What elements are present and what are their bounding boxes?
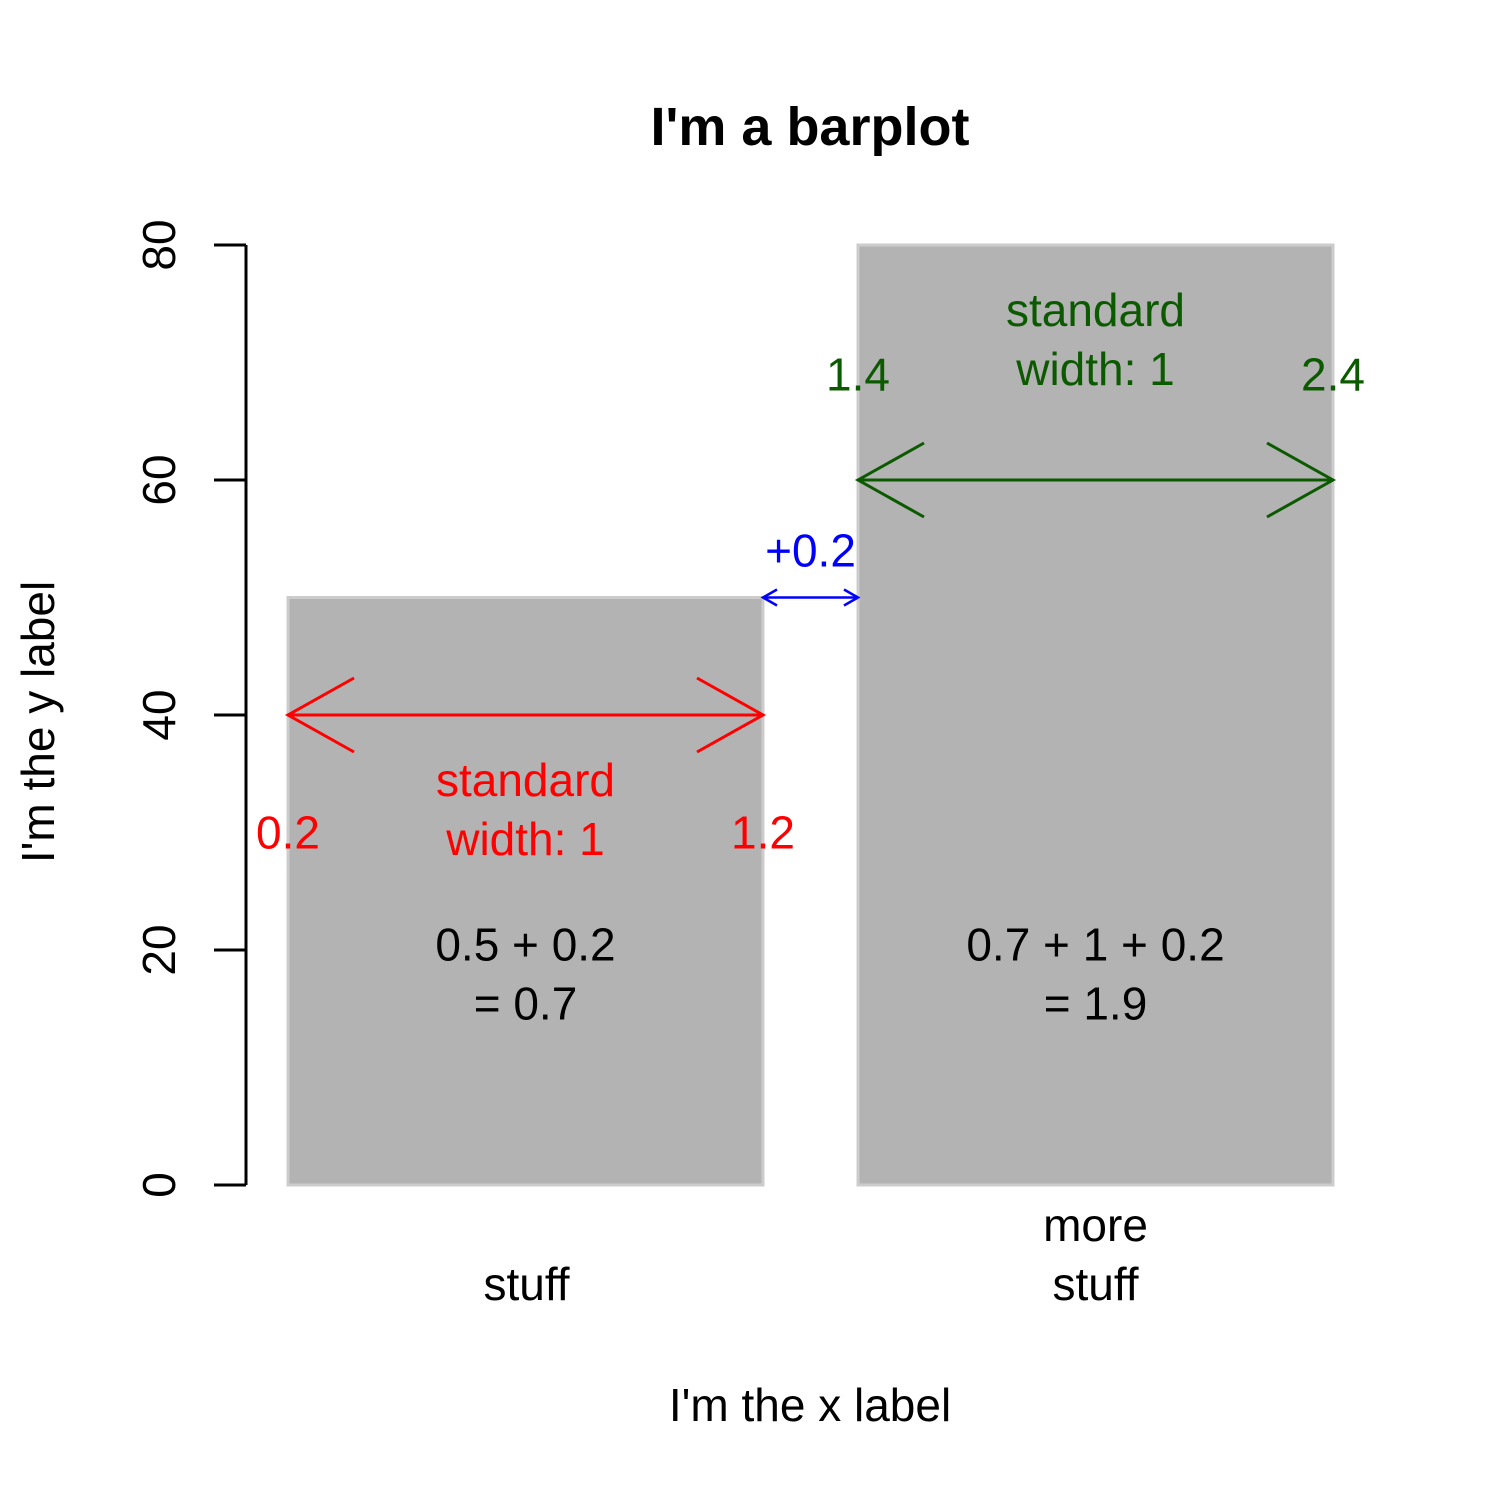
y-tick-label: 40 — [133, 689, 185, 740]
annotation-text: 0.5 + 0.2 — [435, 919, 615, 971]
y-tick-label: 80 — [133, 219, 185, 270]
annotation-text: 1.2 — [731, 807, 795, 859]
annotation-text: width: 1 — [1015, 343, 1175, 395]
category-label: stuff — [1052, 1258, 1138, 1310]
y-axis-label: I'm the y label — [12, 581, 64, 863]
annotation-text: 0.2 — [256, 807, 320, 859]
arrow-head-right — [843, 588, 861, 607]
arrow-head-left — [284, 676, 355, 754]
bar1-center-calc: 0.5 + 0.2 = 0.7 — [435, 919, 615, 1030]
annotations-group: standard width: 1 0.2 1.2 +0.2 standard width:… — [256, 284, 1365, 1030]
annotation-text: = 0.7 — [474, 978, 578, 1030]
arrow-head-right — [1266, 441, 1337, 519]
annotation-text: 0.7 + 1 + 0.2 — [966, 919, 1224, 971]
space-arrow: +0.2 — [760, 525, 861, 607]
category-label: more — [1043, 1199, 1148, 1251]
bar-2 — [856, 243, 1335, 1187]
annotation-text: standard — [436, 754, 615, 806]
arrow-head-right — [696, 676, 767, 754]
annotation-text: 1.4 — [826, 348, 890, 400]
y-tick-label: 60 — [133, 454, 185, 505]
annotation-text: 2.4 — [1301, 348, 1365, 400]
annotation-text: standard — [1006, 284, 1185, 336]
y-tick-label: 20 — [133, 924, 185, 975]
bar1-width-arrow: standard width: 1 0.2 1.2 — [256, 676, 795, 865]
chart-title: I'm a barplot — [651, 97, 970, 157]
y-tick-label: 0 — [133, 1172, 185, 1198]
annotation-text: = 1.9 — [1044, 978, 1148, 1030]
bar2-center-calc: 0.7 + 1 + 0.2 = 1.9 — [966, 919, 1224, 1030]
bars-group — [286, 243, 1335, 1187]
y-axis: 0 20 40 60 80 — [133, 219, 248, 1198]
annotation-text: +0.2 — [765, 525, 856, 577]
arrow-head-left — [760, 588, 778, 607]
bar2-width-arrow: standard width: 1 1.4 2.4 — [826, 284, 1365, 519]
category-label: stuff — [483, 1258, 569, 1310]
arrow-head-left — [854, 441, 925, 519]
bar-1 — [286, 596, 765, 1187]
x-axis-label: I'm the x label — [669, 1379, 951, 1431]
category-labels: stuff more stuff — [483, 1199, 1147, 1310]
annotation-text: width: 1 — [445, 813, 605, 865]
